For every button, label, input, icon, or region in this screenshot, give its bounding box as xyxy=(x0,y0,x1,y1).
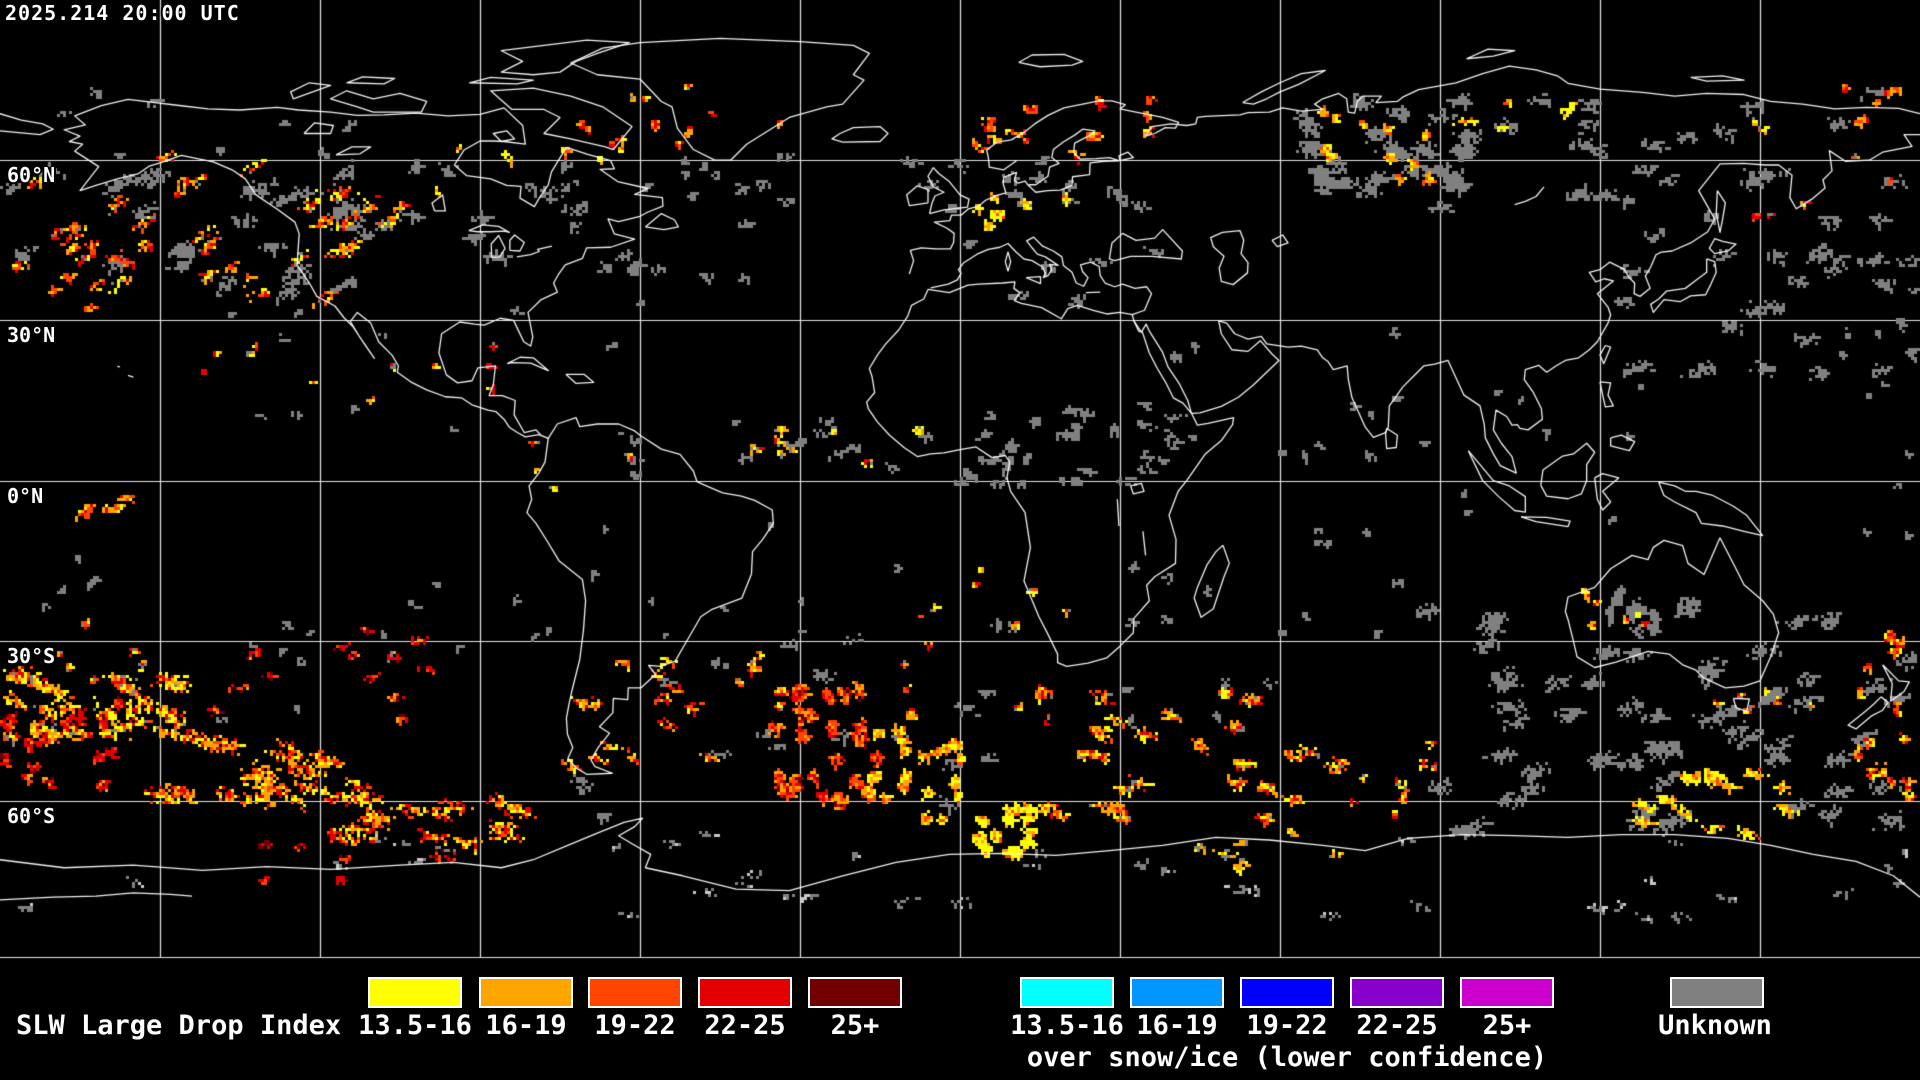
legend-swatch xyxy=(368,977,462,1008)
timestamp: 2025.214 20:00 UTC xyxy=(5,1,240,25)
legend-range-label: 22-25 xyxy=(1356,1010,1438,1041)
legend-range-label: 25+ xyxy=(830,1010,880,1041)
legend-range-label: 16-19 xyxy=(485,1010,567,1041)
legend-unknown-swatch xyxy=(1670,977,1764,1008)
legend-swatch xyxy=(1130,977,1224,1008)
legend-swatch xyxy=(808,977,902,1008)
lat-label: 60°S xyxy=(7,804,56,828)
legend-swatch xyxy=(588,977,682,1008)
legend-swatch xyxy=(479,977,573,1008)
legend-swatch xyxy=(1020,977,1114,1008)
lat-label: 0°N xyxy=(7,483,44,508)
legend-range-label: 13.5-16 xyxy=(358,1010,472,1041)
legend-range-label: 16-19 xyxy=(1136,1010,1218,1041)
lat-label: 30°S xyxy=(7,643,56,668)
legend-range-label: 19-22 xyxy=(594,1010,676,1041)
legend-range-label: 22-25 xyxy=(704,1010,786,1041)
lat-label: 30°N xyxy=(7,323,56,348)
legend-swatch xyxy=(1240,977,1334,1008)
legend-swatch xyxy=(1460,977,1554,1008)
legend-title: SLW Large Drop Index xyxy=(16,1010,342,1041)
legend-range-label: 19-22 xyxy=(1246,1010,1328,1041)
legend-swatch xyxy=(698,977,792,1008)
legend-swatch xyxy=(1350,977,1444,1008)
legend-subtitle: over snow/ice (lower confidence) xyxy=(1026,1042,1548,1073)
lat-label: 60°N xyxy=(7,163,56,188)
legend-unknown-label: Unknown xyxy=(1658,1010,1772,1041)
legend-range-label: 25+ xyxy=(1482,1010,1532,1041)
legend-range-label: 13.5-16 xyxy=(1010,1010,1124,1041)
